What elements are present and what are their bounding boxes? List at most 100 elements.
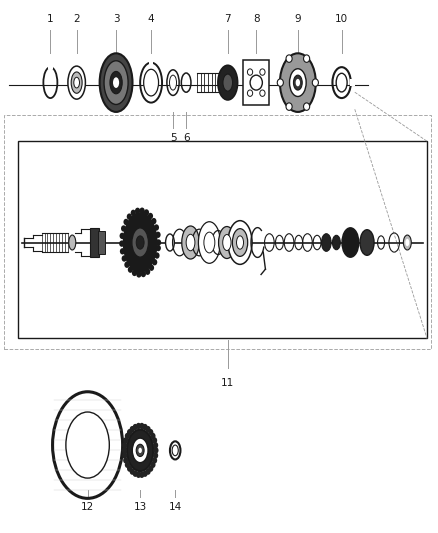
Circle shape [119,240,124,247]
Circle shape [286,103,292,110]
Circle shape [145,469,151,475]
Circle shape [133,424,138,430]
Circle shape [122,255,127,262]
Ellipse shape [66,412,110,478]
Ellipse shape [223,235,231,251]
Ellipse shape [127,430,153,471]
Circle shape [135,208,140,214]
Ellipse shape [223,74,233,91]
Circle shape [142,471,148,477]
Circle shape [151,218,156,224]
Circle shape [136,271,141,278]
Circle shape [141,271,146,277]
Circle shape [277,79,283,86]
Ellipse shape [136,445,144,456]
Text: 2: 2 [73,14,80,24]
Ellipse shape [136,236,144,249]
Ellipse shape [69,235,76,250]
Text: 12: 12 [81,502,94,512]
Text: 9: 9 [294,14,301,24]
Circle shape [312,79,318,86]
Circle shape [130,426,135,432]
Ellipse shape [342,228,359,257]
Text: 1: 1 [47,14,54,24]
Circle shape [144,209,149,216]
Text: 3: 3 [113,14,120,24]
Ellipse shape [233,229,248,256]
Circle shape [127,429,132,435]
Text: 4: 4 [148,14,155,24]
Circle shape [304,55,310,62]
Circle shape [125,462,130,468]
Ellipse shape [110,71,122,94]
Circle shape [133,471,138,477]
Circle shape [139,207,145,214]
Bar [18,141,427,338]
Circle shape [122,447,127,454]
Circle shape [124,262,130,268]
Text: 11: 11 [221,378,234,389]
Text: 8: 8 [253,14,260,24]
Ellipse shape [100,53,132,112]
Circle shape [150,462,155,468]
Ellipse shape [228,221,252,264]
Circle shape [247,90,253,96]
Circle shape [128,266,133,273]
Ellipse shape [321,233,331,252]
Circle shape [153,447,159,454]
Circle shape [149,264,154,271]
Circle shape [139,472,145,478]
Ellipse shape [198,222,220,263]
Ellipse shape [172,445,178,456]
Ellipse shape [68,66,85,99]
Ellipse shape [406,239,409,246]
Circle shape [120,233,125,239]
Ellipse shape [336,74,347,92]
Ellipse shape [219,227,235,259]
Text: 5: 5 [170,133,177,143]
Circle shape [152,437,157,443]
Circle shape [156,239,161,246]
Bar [4,115,431,349]
Ellipse shape [218,66,237,100]
Ellipse shape [65,410,110,480]
Ellipse shape [132,228,148,257]
Circle shape [136,423,141,429]
Circle shape [152,259,157,265]
Ellipse shape [71,72,82,93]
Bar [149,58,153,66]
Circle shape [148,213,153,219]
Ellipse shape [332,236,340,249]
Ellipse shape [204,232,215,253]
Ellipse shape [182,226,199,259]
Bar [48,63,53,69]
Bar [243,60,269,105]
Ellipse shape [138,448,142,453]
Circle shape [120,248,125,255]
Circle shape [145,426,151,432]
Circle shape [150,433,155,439]
Circle shape [286,55,292,62]
Ellipse shape [170,75,177,90]
Circle shape [136,472,141,478]
Circle shape [132,270,137,276]
Ellipse shape [132,438,148,463]
Circle shape [153,453,158,459]
Text: 7: 7 [224,14,231,24]
Circle shape [130,469,135,475]
Circle shape [125,433,130,439]
Ellipse shape [124,213,157,272]
Circle shape [123,437,128,443]
Circle shape [122,442,127,448]
Ellipse shape [296,79,300,86]
Circle shape [260,90,265,96]
Text: 14: 14 [169,502,182,512]
Text: 13: 13 [134,502,147,512]
Text: 10: 10 [335,14,348,24]
Ellipse shape [280,53,316,112]
Bar [98,231,105,254]
Ellipse shape [293,75,302,90]
Circle shape [124,219,129,225]
Circle shape [148,465,153,472]
Bar [350,79,355,86]
